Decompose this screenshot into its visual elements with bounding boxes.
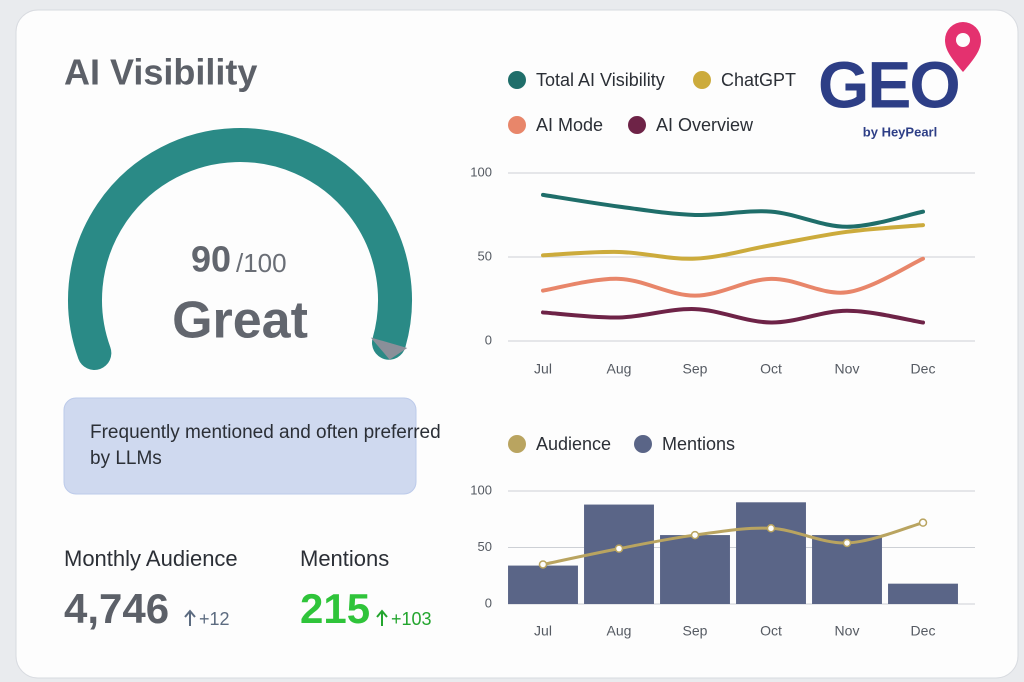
up-arrow — [184, 609, 196, 626]
legend-swatch — [628, 116, 646, 134]
point — [614, 544, 624, 553]
line — [541, 307, 925, 325]
point — [538, 560, 548, 569]
x-tick-label: Sep — [683, 361, 708, 377]
legend-label: Mentions — [662, 434, 735, 454]
x-tick-label: Aug — [607, 623, 632, 639]
y-tick-label: 100 — [470, 164, 492, 179]
x-tick-label: Dec — [911, 361, 936, 377]
legend-swatch — [508, 116, 526, 134]
x-tick-label: Nov — [835, 623, 860, 639]
x-tick-label: Nov — [835, 361, 860, 377]
point — [918, 518, 928, 527]
x-tick-label: Oct — [760, 361, 782, 377]
gauge-score: 90 — [191, 239, 231, 280]
description-line: by LLMs — [90, 448, 162, 469]
legend-swatch — [693, 71, 711, 89]
legend-label: ChatGPT — [721, 70, 796, 90]
y-tick-label: 50 — [478, 248, 492, 263]
bar — [508, 565, 578, 604]
gauge-max: /100 — [236, 248, 287, 278]
metric-label: Monthly Audience — [64, 546, 238, 571]
metric-value: 215 — [300, 585, 370, 632]
legend-swatch — [634, 435, 652, 453]
metric-change: +12 — [199, 609, 230, 629]
point — [766, 524, 776, 533]
x-tick-label: Sep — [683, 623, 708, 639]
point — [690, 530, 700, 540]
legend-swatch — [508, 71, 526, 89]
metric-label: Mentions — [300, 546, 389, 571]
line — [541, 521, 925, 566]
x-tick-label: Dec — [911, 623, 936, 639]
line — [541, 256, 925, 298]
line — [541, 192, 925, 229]
legend-label: Total AI Visibility — [536, 70, 665, 90]
logo-pin-hole — [956, 33, 970, 47]
title: AI Visibility — [64, 52, 257, 93]
bar — [888, 583, 958, 604]
up-arrow — [376, 609, 388, 626]
legend-label: AI Overview — [656, 115, 754, 135]
description-line: Frequently mentioned and often preferred — [90, 422, 441, 443]
gauge-arc — [68, 128, 412, 371]
metric-change: +103 — [391, 609, 432, 629]
logo-text: GEO — [818, 47, 959, 121]
x-tick-label: Oct — [760, 623, 782, 639]
legend-label: AI Mode — [536, 115, 603, 135]
logo-byline: by HeyPearl — [863, 124, 937, 139]
x-tick-label: Jul — [534, 361, 552, 377]
y-tick-label: 0 — [485, 332, 492, 347]
x-tick-label: Aug — [607, 361, 632, 377]
legend-swatch — [508, 435, 526, 453]
y-tick-label: 0 — [485, 595, 492, 610]
gauge-rating: Great — [172, 292, 308, 350]
y-tick-label: 100 — [470, 482, 492, 497]
line — [541, 223, 925, 261]
bar — [660, 535, 730, 604]
bar — [736, 502, 806, 604]
gauge-pointer — [370, 337, 408, 360]
y-tick-label: 50 — [478, 539, 492, 554]
description-box — [63, 397, 417, 495]
legend-label: Audience — [536, 434, 611, 454]
point — [842, 538, 852, 548]
x-tick-label: Jul — [534, 623, 552, 639]
metric-value: 4,746 — [64, 585, 169, 632]
